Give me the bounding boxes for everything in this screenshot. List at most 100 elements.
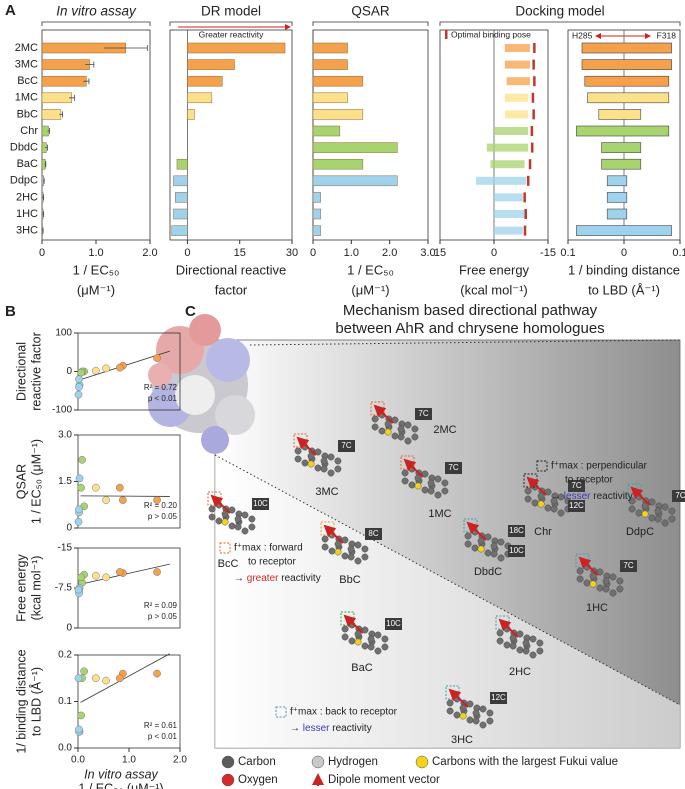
molecule-label: BaC	[351, 662, 372, 674]
molecule-label: 3HC	[451, 734, 473, 746]
dipole-vector	[403, 458, 424, 478]
atom	[354, 630, 362, 638]
x-tick-label: 1.0	[88, 247, 103, 259]
molecule: 7C DdpC	[626, 483, 685, 538]
fukui-tag-label: 12C	[569, 501, 584, 510]
atom	[471, 544, 479, 552]
x-axis-label: factor	[215, 282, 248, 297]
legend-swatch	[221, 773, 235, 787]
atom	[361, 642, 369, 650]
note-text: → greater reactivity	[234, 573, 321, 584]
atom	[472, 709, 480, 717]
atom	[503, 641, 511, 649]
fukui-tag	[568, 500, 585, 512]
atom	[616, 577, 624, 585]
stat: p < 0.01	[148, 394, 178, 403]
atom	[453, 711, 461, 719]
x-axis-label: (kcal mol⁻¹)	[460, 282, 528, 297]
y-tick-label: 100	[55, 328, 72, 339]
point	[92, 571, 100, 580]
atom	[589, 580, 597, 588]
point	[75, 505, 83, 514]
distance-bar	[598, 109, 642, 120]
atom	[411, 425, 419, 433]
atom	[641, 510, 649, 518]
atom	[367, 643, 375, 651]
category-label: 1MC	[15, 92, 38, 104]
stat: R² = 0.61	[144, 721, 178, 730]
panel-title: QSAR	[351, 4, 390, 19]
point	[77, 711, 85, 720]
atom	[509, 634, 517, 642]
atom	[374, 647, 382, 655]
fukui-tag-label: 7C	[418, 409, 428, 418]
fukui-tag-label: 7C	[448, 463, 458, 472]
point	[153, 354, 161, 362]
atom	[583, 579, 591, 587]
atom	[544, 488, 552, 496]
atom	[479, 721, 487, 729]
note-word: lesser	[564, 491, 591, 502]
error-bar	[45, 144, 48, 151]
bar	[312, 208, 321, 220]
atom	[537, 500, 545, 508]
bar	[187, 92, 213, 104]
atom	[477, 545, 485, 553]
atom	[497, 554, 505, 562]
point	[75, 375, 83, 384]
atom	[544, 504, 552, 512]
atom	[466, 700, 474, 708]
x-axis-label: 1 / EC₅₀	[347, 262, 394, 277]
atom	[321, 535, 329, 543]
molecule: 7C 2MC	[370, 401, 457, 445]
point	[92, 674, 100, 683]
dipole-vector	[578, 556, 599, 576]
fukui-tag	[365, 528, 382, 540]
atom	[459, 712, 467, 720]
distance-bar	[584, 75, 670, 87]
atom	[228, 522, 236, 530]
atom	[294, 455, 302, 463]
atom	[381, 635, 389, 643]
point	[75, 474, 84, 483]
atom	[341, 536, 349, 544]
fukui-tag	[385, 618, 402, 630]
point	[102, 676, 110, 685]
stat: R² = 0.09	[144, 601, 178, 610]
bar	[187, 42, 286, 54]
category-label: BaC	[17, 158, 38, 170]
y-tick-label: 0	[66, 523, 72, 534]
fukui-tag	[620, 560, 637, 572]
dipole-vector	[373, 404, 394, 424]
legend-label: Optimal binding pose	[451, 29, 531, 39]
atom	[397, 425, 405, 433]
point	[102, 496, 110, 504]
optimal-pose	[531, 92, 535, 103]
legend-label: Dipole moment vector	[328, 774, 440, 786]
molecule: 7C 1MC	[400, 455, 462, 520]
bar	[173, 175, 188, 187]
fukui-tag	[568, 480, 585, 492]
atom	[477, 537, 485, 545]
molecule: 7C 1HC	[575, 553, 637, 614]
atom	[616, 585, 624, 593]
atom	[536, 639, 544, 647]
dipole-vector	[466, 521, 487, 541]
note-tail: reactivity	[332, 723, 371, 734]
atom	[496, 637, 504, 645]
category-label: BbC	[17, 108, 38, 120]
legend-label: Hydrogen	[328, 756, 378, 768]
error-bar	[42, 194, 45, 201]
molecule-label: 2MC	[433, 424, 456, 436]
distance-bar	[581, 42, 672, 54]
optimal-pose	[527, 175, 530, 186]
note-box	[536, 460, 548, 472]
legend-label: Oxygen	[238, 774, 278, 786]
pose-range	[494, 127, 529, 135]
error-bar	[47, 128, 50, 134]
atom	[307, 452, 315, 460]
molecule-label: Chr	[534, 526, 552, 538]
category-label: Chr	[20, 125, 38, 137]
x-axis-label: Free energy	[459, 262, 530, 277]
point	[153, 496, 161, 504]
